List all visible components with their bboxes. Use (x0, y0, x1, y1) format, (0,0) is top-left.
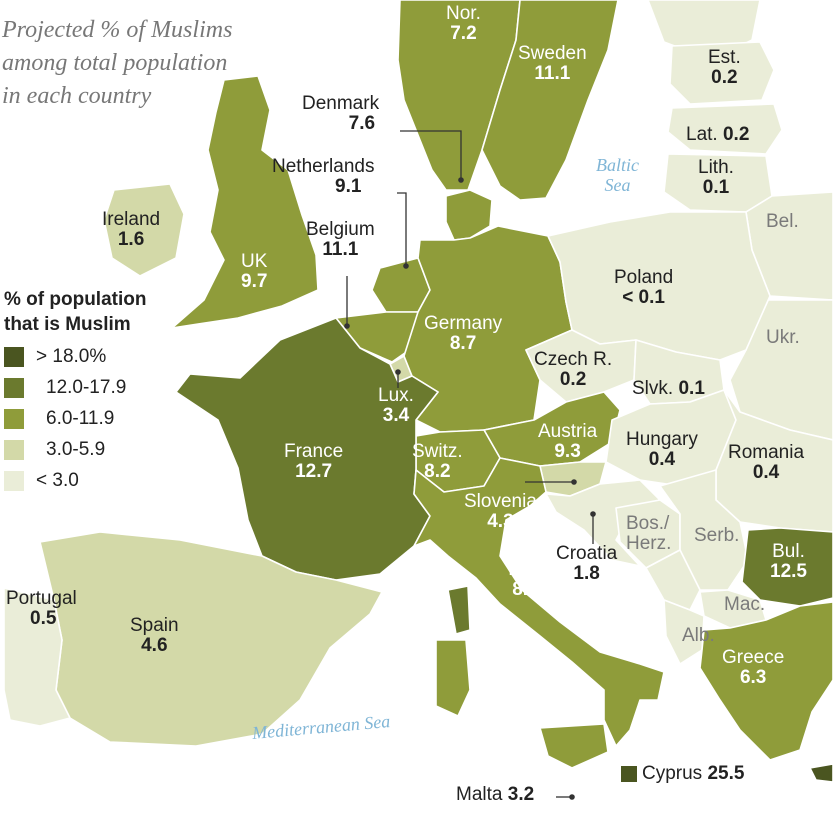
region-ireland (103, 183, 185, 277)
region-portugal (3, 587, 71, 727)
label-uk: UK 9.7 (241, 251, 268, 292)
legend-item: < 3.0 (4, 465, 146, 496)
legend-item: 12.0-17.9 (4, 372, 146, 403)
label-belarus: Bel. (766, 211, 799, 232)
legend-title-line-2: that is Muslim (4, 313, 131, 335)
label-albania: Alb. (682, 625, 715, 646)
label-bulgaria: Bul. 12.5 (770, 541, 807, 582)
label-spain: Spain 4.6 (130, 615, 179, 656)
region-sicily (539, 723, 609, 769)
label-malta: Malta 3.2 (456, 784, 535, 805)
legend-label: 6.0-11.9 (46, 407, 115, 429)
label-germany: Germany 8.7 (424, 313, 503, 354)
label-croatia: Croatia 1.8 (556, 543, 618, 584)
label-austria: Austria 9.3 (538, 421, 598, 462)
legend-swatch (4, 346, 24, 367)
legend-title-line-1: % of population (4, 289, 147, 310)
label-norway: Nor. 7.2 (446, 3, 481, 44)
label-macedonia: Mac. (724, 594, 766, 615)
label-denmark: Denmark 7.6 (302, 93, 380, 134)
legend-swatch (4, 470, 24, 491)
region-sweden (481, 0, 619, 201)
label-belgium: Belgium 11.1 (306, 219, 375, 260)
legend-label: > 18.0% (36, 345, 107, 367)
region-bulgaria (741, 527, 833, 607)
legend-swatch (4, 377, 24, 398)
legend-item: 6.0-11.9 (4, 403, 146, 434)
label-slovenia: Slovenia 4.3 (464, 491, 537, 532)
label-bosnia: Bos./Herz. (626, 513, 672, 554)
legend-label: 12.0-17.9 (46, 376, 127, 398)
label-sweden: Sweden 11.1 (518, 43, 587, 84)
region-corsica (447, 585, 471, 635)
title-line-1: Projected % of Muslims (2, 17, 233, 43)
cyprus-swatch (621, 766, 637, 782)
legend-item: 3.0-5.9 (4, 434, 146, 465)
label-france: France 12.7 (284, 441, 344, 482)
label-switzerland: Switz. 8.2 (412, 441, 463, 482)
legend: % of population that is Muslim > 18.0% 1… (4, 288, 146, 496)
legend-item: > 18.0% (4, 341, 146, 372)
map-title: Projected % of Muslims among total popul… (2, 14, 232, 113)
region-cyprus (809, 763, 833, 783)
label-ireland: Ireland 1.6 (102, 209, 161, 250)
label-cyprus: Cyprus 25.5 (642, 763, 745, 784)
region-estonia (669, 41, 775, 105)
label-portugal: Portugal 0.5 (6, 588, 77, 629)
label-ukraine: Ukr. (766, 327, 800, 348)
label-italy: Italy 8.3 (508, 559, 543, 600)
region-serbia (659, 469, 749, 591)
label-greece: Greece 6.3 (722, 647, 785, 688)
label-netherlands: Netherlands 9.1 (272, 156, 375, 197)
region-greece (699, 601, 833, 761)
label-poland: Poland < 0.1 (614, 267, 674, 308)
label-latvia: Lat. 0.2 (686, 124, 750, 145)
region-latvia (667, 103, 783, 155)
region-uk (171, 75, 319, 329)
leader-denmark (400, 130, 462, 180)
legend-swatch (4, 439, 24, 460)
label-estonia: Est. 0.2 (708, 47, 741, 88)
title-line-2: among total population (2, 50, 228, 77)
label-slovakia: Slvk. 0.1 (632, 378, 705, 399)
region-denmark (445, 189, 493, 241)
baltic-sea-label: Baltic Sea (596, 155, 639, 195)
region-sardinia (435, 639, 471, 717)
legend-label: 3.0-5.9 (46, 438, 106, 460)
legend-label: < 3.0 (36, 469, 79, 491)
label-luxembourg: Lux. 3.4 (378, 385, 414, 426)
title-line-3: in each country (2, 83, 152, 110)
label-serbia: Serb. (694, 525, 740, 546)
label-czech: Czech R. 0.2 (534, 349, 613, 390)
region-italy (413, 457, 665, 747)
label-romania: Romania 0.4 (728, 442, 805, 483)
label-hungary: Hungary 0.4 (626, 429, 698, 470)
legend-swatch (4, 408, 24, 429)
region-montenegro (645, 549, 701, 611)
leader-netherlands (397, 192, 407, 266)
label-lithuania: Lith. 0.1 (698, 157, 734, 198)
